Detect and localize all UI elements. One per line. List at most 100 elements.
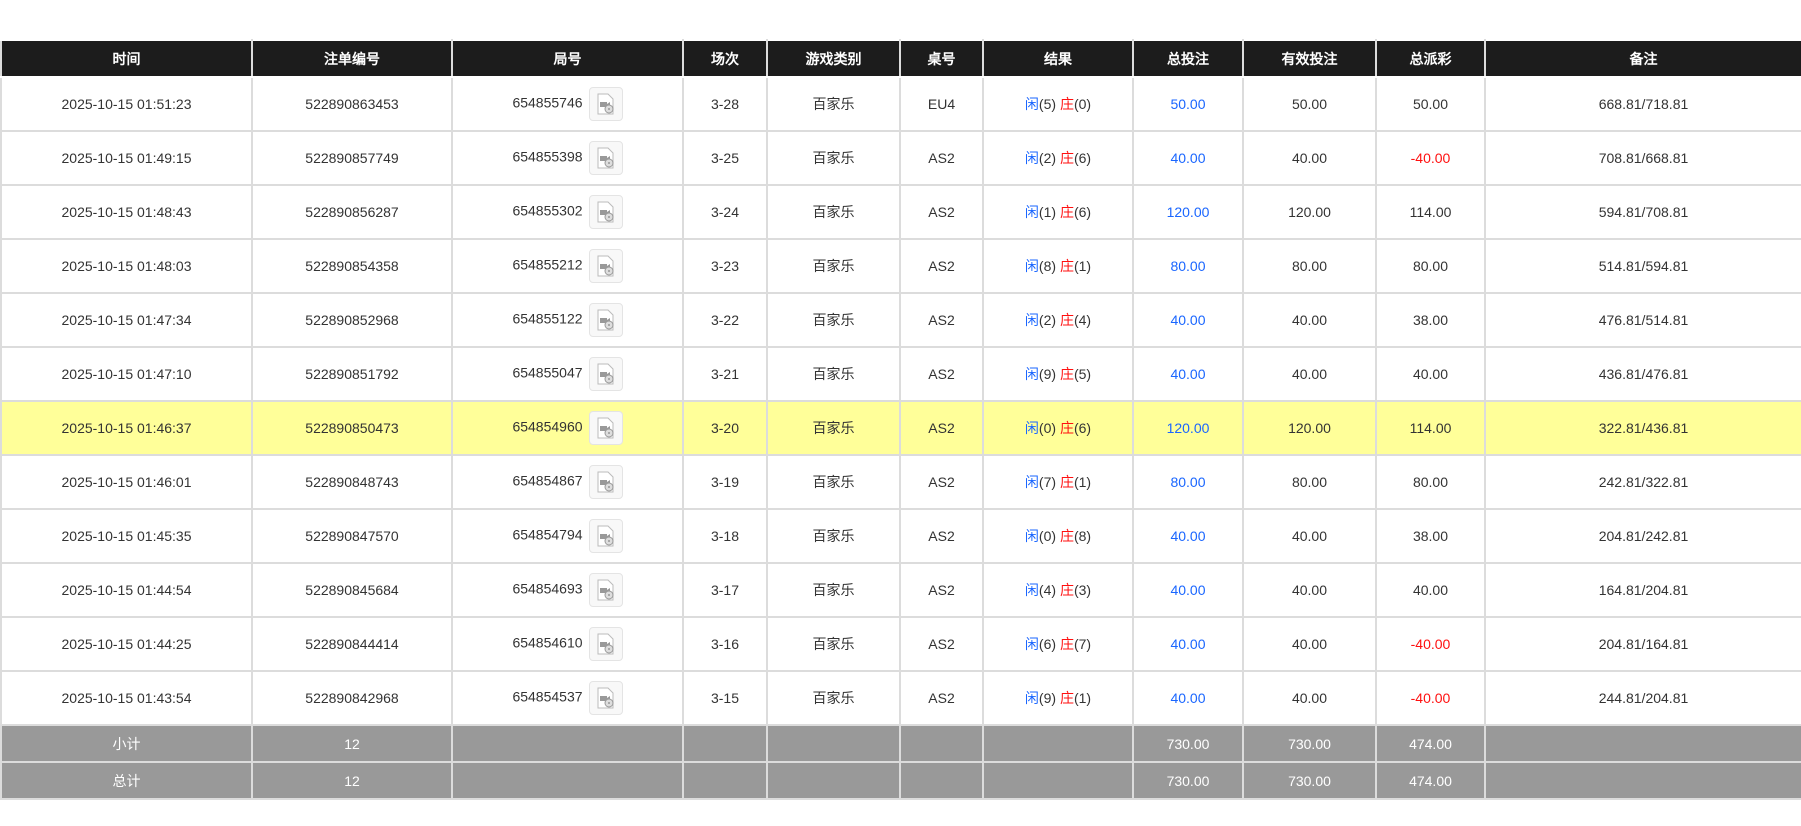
player-score: (4): [1038, 582, 1057, 598]
time-cell: 2025-10-15 01:49:15: [0, 130, 253, 186]
video-replay-icon[interactable]: [588, 465, 623, 499]
valid-bet-cell: 40.00: [1242, 670, 1377, 726]
table-row[interactable]: 2025-10-15 01:47:10 522890851792 654855047…: [0, 346, 1801, 402]
table-row[interactable]: 2025-10-15 01:44:25 522890844414 654854610…: [0, 616, 1801, 672]
payout-cell: 80.00: [1375, 238, 1486, 294]
banker-label: 庄: [1059, 258, 1074, 274]
time-cell: 2025-10-15 01:44:54: [0, 562, 253, 618]
round-number: 654855122: [512, 310, 583, 327]
table-row[interactable]: 2025-10-15 01:46:01 522890848743 654854867…: [0, 454, 1801, 510]
note-cell: 322.81/436.81: [1484, 400, 1801, 456]
video-replay-icon[interactable]: [588, 87, 623, 121]
table-row[interactable]: 2025-10-15 01:46:37 522890850473 654854960…: [0, 400, 1801, 456]
video-replay-icon[interactable]: [588, 519, 623, 553]
player-label: 闲: [1024, 204, 1039, 220]
table-no-cell: AS2: [899, 130, 984, 186]
time-cell: 2025-10-15 01:48:43: [0, 184, 253, 240]
result-cell: 闲(2) 庄(6): [982, 130, 1134, 186]
payout-cell: -40.00: [1375, 616, 1486, 672]
game-type-cell: 百家乐: [766, 130, 901, 186]
note-cell: 708.81/668.81: [1484, 130, 1801, 186]
video-replay-icon[interactable]: [588, 141, 623, 175]
header-game-type: 游戏类别: [766, 39, 901, 78]
round-number: 654855302: [512, 202, 583, 219]
time-cell: 2025-10-15 01:47:34: [0, 292, 253, 348]
note-cell: 436.81/476.81: [1484, 346, 1801, 402]
video-replay-icon[interactable]: [588, 249, 623, 283]
summary-total-bet: 730.00: [1132, 724, 1244, 763]
subtotal-row: 小计 12 730.00 730.00 474.00: [0, 724, 1801, 763]
game-type-cell: 百家乐: [766, 454, 901, 510]
time-cell: 2025-10-15 01:51:23: [0, 76, 253, 132]
banker-score: (1): [1073, 474, 1092, 490]
player-score: (5): [1038, 96, 1057, 112]
round-cell: 654854867: [451, 454, 684, 510]
video-replay-icon[interactable]: [588, 627, 623, 661]
summary-label: 小计: [0, 724, 253, 763]
round-cell: 654854693: [451, 562, 684, 618]
game-type-cell: 百家乐: [766, 562, 901, 618]
player-score: (9): [1038, 366, 1057, 382]
summary-count: 12: [251, 724, 453, 763]
game-type-cell: 百家乐: [766, 292, 901, 348]
total-bet-cell: 40.00: [1132, 616, 1244, 672]
banker-label: 庄: [1059, 420, 1074, 436]
round-number: 654855746: [512, 94, 583, 111]
table-row[interactable]: 2025-10-15 01:45:35 522890847570 654854794…: [0, 508, 1801, 564]
table-row[interactable]: 2025-10-15 01:48:03 522890854358 654855212…: [0, 238, 1801, 294]
shoe-cell: 3-15: [682, 670, 768, 726]
round-number: 654854610: [512, 634, 583, 651]
banker-score: (8): [1073, 528, 1092, 544]
table-row[interactable]: 2025-10-15 01:49:15 522890857749 654855398…: [0, 130, 1801, 186]
round-cell: 654855302: [451, 184, 684, 240]
bet-id-cell: 522890863453: [251, 76, 453, 132]
table-row[interactable]: 2025-10-15 01:48:43 522890856287 654855302…: [0, 184, 1801, 240]
table-no-cell: AS2: [899, 184, 984, 240]
video-replay-icon[interactable]: [588, 303, 623, 337]
banker-label: 庄: [1059, 690, 1074, 706]
summary-payout: 474.00: [1375, 761, 1486, 800]
empty-cell: [682, 761, 768, 800]
video-replay-icon[interactable]: [588, 411, 623, 445]
header-valid-bet: 有效投注: [1242, 39, 1377, 78]
table-row[interactable]: 2025-10-15 01:51:23 522890863453 654855746…: [0, 76, 1801, 132]
bet-records-table: 时间 注单编号 局号 场次 游戏类别 桌号 结果 总投注 有效投注 总派彩 备注 2025-10-1…: [0, 39, 1801, 800]
round-cell: 654854960: [451, 400, 684, 456]
payout-cell: 38.00: [1375, 508, 1486, 564]
payout-cell: -40.00: [1375, 670, 1486, 726]
banker-score: (0): [1073, 96, 1092, 112]
total-bet-cell: 120.00: [1132, 400, 1244, 456]
shoe-cell: 3-25: [682, 130, 768, 186]
video-replay-icon[interactable]: [588, 357, 623, 391]
player-label: 闲: [1024, 474, 1039, 490]
summary-count: 12: [251, 761, 453, 800]
shoe-cell: 3-19: [682, 454, 768, 510]
banker-label: 庄: [1059, 582, 1074, 598]
result-cell: 闲(4) 庄(3): [982, 562, 1134, 618]
player-label: 闲: [1024, 366, 1039, 382]
empty-cell: [451, 761, 684, 800]
player-label: 闲: [1024, 636, 1039, 652]
shoe-cell: 3-17: [682, 562, 768, 618]
payout-cell: 38.00: [1375, 292, 1486, 348]
bet-id-cell: 522890850473: [251, 400, 453, 456]
table-row[interactable]: 2025-10-15 01:44:54 522890845684 654854693…: [0, 562, 1801, 618]
bet-id-cell: 522890848743: [251, 454, 453, 510]
valid-bet-cell: 120.00: [1242, 400, 1377, 456]
video-replay-icon[interactable]: [588, 195, 623, 229]
header-shoe: 场次: [682, 39, 768, 78]
payout-cell: 50.00: [1375, 76, 1486, 132]
banker-label: 庄: [1059, 528, 1074, 544]
video-replay-icon[interactable]: [588, 681, 623, 715]
summary-payout: 474.00: [1375, 724, 1486, 763]
bet-id-cell: 522890856287: [251, 184, 453, 240]
table-row[interactable]: 2025-10-15 01:47:34 522890852968 654855122…: [0, 292, 1801, 348]
game-type-cell: 百家乐: [766, 616, 901, 672]
video-replay-icon[interactable]: [588, 573, 623, 607]
total-bet-cell: 40.00: [1132, 562, 1244, 618]
time-cell: 2025-10-15 01:46:01: [0, 454, 253, 510]
empty-cell: [982, 724, 1134, 763]
table-row[interactable]: 2025-10-15 01:43:54 522890842968 654854537…: [0, 670, 1801, 726]
empty-cell: [682, 724, 768, 763]
time-cell: 2025-10-15 01:43:54: [0, 670, 253, 726]
